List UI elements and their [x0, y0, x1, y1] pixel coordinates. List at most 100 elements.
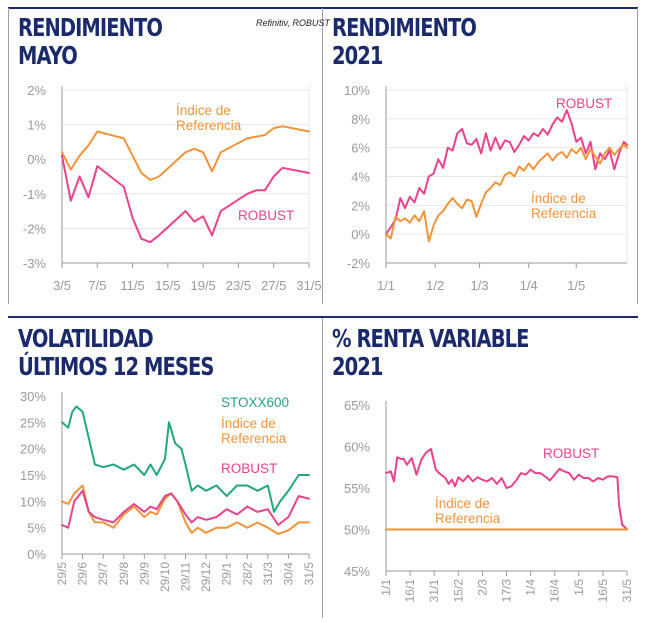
panel2-title-line1: RENDIMIENTO [332, 13, 477, 42]
p2-series-indice-referencia-label: Referencia [531, 206, 597, 221]
p1-series-robust-line [61, 154, 310, 244]
p3-series-robust-label: ROBUST [221, 461, 277, 476]
p2-y-tick-label: 6% [351, 141, 370, 156]
p3-series-indice-referencia-line [61, 484, 310, 535]
p1-y-tick-label: -3% [23, 256, 47, 271]
p2-x-tick-label: 1/1 [377, 278, 395, 293]
p1-series-robust-label: ROBUST [238, 208, 294, 223]
panel3-title-line1: VOLATILIDAD [18, 324, 154, 353]
p3-x-tick-label: 29/11 [179, 562, 193, 591]
p4-y-tick-label: 60% [344, 440, 370, 455]
p1-x-tick-label: 15/5 [155, 278, 180, 293]
p2-y-tick-label: 8% [351, 112, 370, 127]
p4-series-indice-referencia-label: Referencia [435, 511, 501, 526]
p3-series-stoxx600-line [61, 405, 310, 513]
p2-y-tick-label: -2% [347, 256, 371, 271]
panel2-title: RENDIMIENTO 2021 [332, 13, 477, 70]
p3-x-tick-label: 29/9 [137, 562, 151, 586]
p3-x-tick-label: 29/12 [199, 562, 213, 592]
p2-x-tick-label: 1/4 [520, 278, 538, 293]
p1-y-tick-label: 2% [27, 83, 46, 98]
p1-y-tick-label: 0% [27, 152, 46, 167]
p4-x-tick-label: 16/4 [548, 579, 562, 603]
p2-x-tick-label: 1/2 [426, 278, 444, 293]
left-border [8, 8, 9, 304]
panel3-title: VOLATILIDAD ÚLTIMOS 12 MESES [18, 324, 214, 381]
p3-y-tick-label: 20% [20, 442, 46, 457]
p3-y-tick-label: 0% [27, 547, 46, 562]
p3-y-tick-label: 15% [20, 468, 46, 483]
middle-rule [8, 316, 638, 318]
p3-x-tick-label: 29/6 [76, 562, 90, 586]
p1-series-indice-referencia-label: Referencia [176, 118, 242, 133]
p4-x-tick-label: 31/5 [620, 579, 634, 603]
p4-y-tick-label: 65% [344, 398, 370, 413]
p4-x-tick-label: 17/3 [500, 579, 514, 603]
panel3-title-line2: ÚLTIMOS 12 MESES [18, 352, 214, 381]
p1-series-indice-referencia-line [61, 125, 310, 181]
p1-x-tick-label: 11/5 [120, 278, 144, 293]
p3-y-tick-label: 25% [20, 415, 46, 430]
p3-y-tick-label: 30% [20, 389, 46, 404]
p2-series-indice-referencia-label: Índice de [531, 191, 586, 206]
p3-series-robust-line [61, 489, 310, 529]
p2-y-tick-label: 4% [351, 170, 370, 185]
p4-x-tick-label: 16/5 [596, 579, 610, 603]
panel4-title: % RENTA VARIABLE 2021 [332, 325, 529, 381]
p4-y-tick-label: 50% [344, 523, 370, 538]
p2-series-robust-label: ROBUST [556, 96, 612, 111]
p1-y-tick-label: -1% [23, 187, 47, 202]
p3-y-tick-label: 5% [27, 521, 46, 536]
p4-x-tick-label: 1/4 [524, 579, 538, 596]
p3-x-tick-label: 29/10 [158, 562, 172, 592]
p3-x-tick-label: 30/4 [281, 562, 295, 586]
p2-y-tick-label: 0% [351, 227, 370, 242]
p4-y-tick-label: 45% [344, 564, 370, 579]
p3-x-tick-label: 29/7 [96, 562, 110, 586]
p1-y-tick-label: -2% [23, 221, 47, 236]
panel-divider-top [322, 8, 323, 304]
p2-series-robust-line [385, 109, 628, 236]
p3-series-indice-referencia-label: Índice de [221, 416, 276, 431]
p3-x-tick-label: 29/5 [55, 562, 69, 586]
p4-x-tick-label: 1/1 [379, 579, 393, 596]
panel1-title-line1: RENDIMIENTO [18, 13, 163, 42]
p4-x-tick-label: 1/5 [572, 579, 586, 596]
top-rule [8, 7, 638, 9]
p4-series-indice-referencia-label: Índice de [435, 496, 490, 511]
p2-series-indice-referencia-line [385, 143, 628, 243]
p2-x-tick-label: 1/5 [567, 278, 585, 293]
panel2-title-line2: 2021 [332, 41, 383, 70]
p1-x-tick-label: 3/5 [53, 278, 71, 293]
p1-x-tick-label: 23/5 [226, 278, 251, 293]
p4-x-tick-label: 15/2 [451, 579, 465, 603]
right-border [637, 8, 638, 304]
panel-divider-bottom [322, 318, 323, 618]
p4-x-tick-label: 31/1 [427, 579, 441, 603]
panel4-title-line1: % RENTA VARIABLE [332, 324, 529, 353]
p3-x-tick-label: 31/5 [302, 562, 316, 586]
p4-series-robust-label: ROBUST [543, 446, 599, 461]
p4-x-tick-label: 2/3 [475, 579, 489, 596]
p4-x-tick-label: 16/1 [403, 579, 417, 603]
p1-x-tick-label: 31/5 [296, 278, 321, 293]
p1-x-tick-label: 27/5 [261, 278, 286, 293]
p3-series-stoxx600-label: STOXX600 [221, 395, 289, 410]
p1-y-tick-label: 1% [27, 118, 46, 133]
source-note: Refinitiv, ROBUST [256, 18, 330, 28]
p3-series-indice-referencia-label: Referencia [221, 431, 287, 446]
p3-x-tick-label: 29/8 [117, 562, 131, 586]
p1-x-tick-label: 7/5 [88, 278, 106, 293]
p2-x-tick-label: 1/3 [471, 278, 489, 293]
p1-series-indice-referencia-label: Índice de [176, 103, 231, 118]
p1-x-tick-label: 19/5 [190, 278, 215, 293]
p3-x-tick-label: 29/1 [220, 562, 234, 586]
p2-y-tick-label: 10% [344, 83, 370, 98]
p3-x-tick-label: 31/3 [261, 562, 275, 586]
p2-y-tick-label: 2% [351, 198, 370, 213]
p3-x-tick-label: 28/2 [240, 562, 254, 586]
panel1-title: RENDIMIENTO MAYO [18, 13, 163, 70]
panel1-title-line2: MAYO [18, 41, 78, 70]
p4-y-tick-label: 55% [344, 481, 370, 496]
